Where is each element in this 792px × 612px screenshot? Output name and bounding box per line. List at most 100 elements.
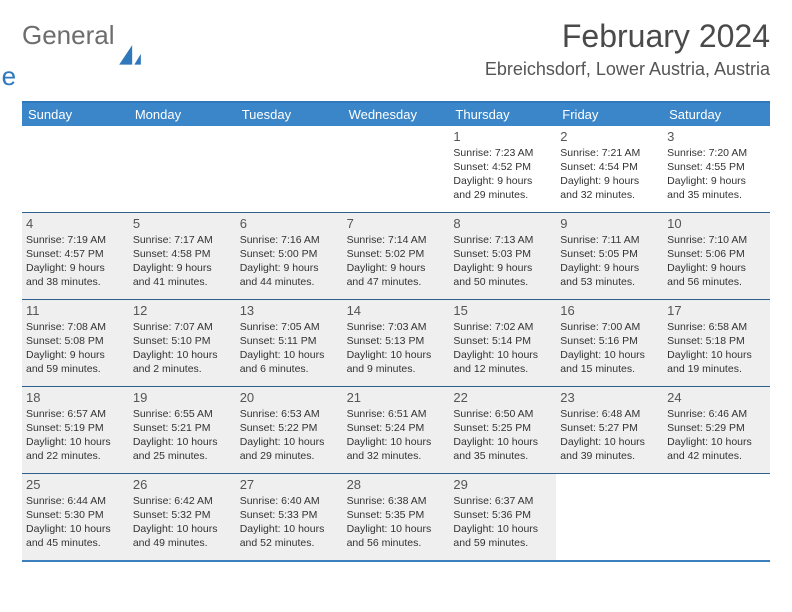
day-number: 10 — [667, 216, 766, 231]
location-text: Ebreichsdorf, Lower Austria, Austria — [485, 59, 770, 80]
day-cell: 27 Sunrise: 6:40 AMSunset: 5:33 PMDayligh… — [236, 474, 343, 560]
logo: General Blue — [22, 18, 143, 89]
day-cell: 18Sunrise: 6:57 AMSunset: 5:19 PMDayligh… — [22, 387, 129, 473]
day-number: 6 — [240, 216, 339, 231]
day-cell — [663, 474, 770, 560]
day-info: Sunrise: 6:42 AMSunset: 5:32 PMDaylight:… — [133, 494, 232, 551]
day-cell — [556, 474, 663, 560]
day-number: 26 — [133, 477, 232, 492]
weeks-container: 1 Sunrise: 7:23 AMSunset: 4:52 PMDaylight… — [22, 126, 770, 560]
day-cell — [22, 126, 129, 212]
day-info: Sunrise: 7:07 AMSunset: 5:10 PMDaylight:… — [133, 320, 232, 377]
day-number: 12 — [133, 303, 232, 318]
day-number: 9 — [560, 216, 659, 231]
day-info: Sunrise: 7:20 AMSunset: 4:55 PMDaylight:… — [667, 146, 766, 203]
day-cell: 10 Sunrise: 7:10 AMSunset: 5:06 PMDayligh… — [663, 213, 770, 299]
day-number: 1 — [453, 129, 552, 144]
day-cell: 20 Sunrise: 6:53 AMSunset: 5:22 PMDayligh… — [236, 387, 343, 473]
day-number: 15 — [453, 303, 552, 318]
weekday-header-cell: Thursday — [449, 103, 556, 126]
day-cell: 17Sunrise: 6:58 AMSunset: 5:18 PMDayligh… — [663, 300, 770, 386]
day-cell: 16 Sunrise: 7:00 AMSunset: 5:16 PMDayligh… — [556, 300, 663, 386]
weekday-header-row: SundayMondayTuesdayWednesdayThursdayFrid… — [22, 103, 770, 126]
day-number: 8 — [453, 216, 552, 231]
day-info: Sunrise: 6:37 AMSunset: 5:36 PMDaylight:… — [453, 494, 552, 551]
day-number: 5 — [133, 216, 232, 231]
logo-sail-icon — [117, 43, 143, 69]
day-cell: 29 Sunrise: 6:37 AMSunset: 5:36 PMDayligh… — [449, 474, 556, 560]
weekday-header-cell: Monday — [129, 103, 236, 126]
day-number: 21 — [347, 390, 446, 405]
day-info: Sunrise: 7:16 AMSunset: 5:00 PMDaylight:… — [240, 233, 339, 290]
day-info: Sunrise: 6:46 AMSunset: 5:29 PMDaylight:… — [667, 407, 766, 464]
day-number: 23 — [560, 390, 659, 405]
day-cell: 15 Sunrise: 7:02 AMSunset: 5:14 PMDayligh… — [449, 300, 556, 386]
logo-text-blue: Blue — [0, 65, 115, 88]
day-cell: 3 Sunrise: 7:20 AMSunset: 4:55 PMDaylight… — [663, 126, 770, 212]
day-number: 19 — [133, 390, 232, 405]
day-cell: 25Sunrise: 6:44 AMSunset: 5:30 PMDayligh… — [22, 474, 129, 560]
day-info: Sunrise: 7:00 AMSunset: 5:16 PMDaylight:… — [560, 320, 659, 377]
month-title: February 2024 — [485, 18, 770, 55]
day-info: Sunrise: 7:19 AMSunset: 4:57 PMDaylight:… — [26, 233, 125, 290]
day-cell: 26 Sunrise: 6:42 AMSunset: 5:32 PMDayligh… — [129, 474, 236, 560]
calendar-grid: SundayMondayTuesdayWednesdayThursdayFrid… — [22, 101, 770, 562]
day-number: 28 — [347, 477, 446, 492]
week-row: 18Sunrise: 6:57 AMSunset: 5:19 PMDayligh… — [22, 386, 770, 473]
weekday-header-cell: Saturday — [663, 103, 770, 126]
day-cell: 24Sunrise: 6:46 AMSunset: 5:29 PMDayligh… — [663, 387, 770, 473]
day-cell: 2 Sunrise: 7:21 AMSunset: 4:54 PMDaylight… — [556, 126, 663, 212]
day-cell: 28Sunrise: 6:38 AMSunset: 5:35 PMDayligh… — [343, 474, 450, 560]
day-cell: 21 Sunrise: 6:51 AMSunset: 5:24 PMDayligh… — [343, 387, 450, 473]
day-number: 3 — [667, 129, 766, 144]
week-row: 11 Sunrise: 7:08 AMSunset: 5:08 PMDayligh… — [22, 299, 770, 386]
day-info: Sunrise: 7:13 AMSunset: 5:03 PMDaylight:… — [453, 233, 552, 290]
day-info: Sunrise: 7:17 AMSunset: 4:58 PMDaylight:… — [133, 233, 232, 290]
day-info: Sunrise: 7:14 AMSunset: 5:02 PMDaylight:… — [347, 233, 446, 290]
day-info: Sunrise: 6:40 AMSunset: 5:33 PMDaylight:… — [240, 494, 339, 551]
day-number: 17 — [667, 303, 766, 318]
day-cell: 5 Sunrise: 7:17 AMSunset: 4:58 PMDaylight… — [129, 213, 236, 299]
day-number: 7 — [347, 216, 446, 231]
weekday-header-cell: Tuesday — [236, 103, 343, 126]
logo-text-general: General — [22, 24, 115, 47]
day-number: 29 — [453, 477, 552, 492]
day-cell: 6 Sunrise: 7:16 AMSunset: 5:00 PMDaylight… — [236, 213, 343, 299]
day-number: 22 — [453, 390, 552, 405]
day-number: 20 — [240, 390, 339, 405]
day-cell: 23 Sunrise: 6:48 AMSunset: 5:27 PMDayligh… — [556, 387, 663, 473]
day-info: Sunrise: 7:05 AMSunset: 5:11 PMDaylight:… — [240, 320, 339, 377]
day-info: Sunrise: 7:08 AMSunset: 5:08 PMDaylight:… — [26, 320, 125, 377]
weekday-header-cell: Wednesday — [343, 103, 450, 126]
day-info: Sunrise: 6:53 AMSunset: 5:22 PMDaylight:… — [240, 407, 339, 464]
day-number: 16 — [560, 303, 659, 318]
day-cell: 9 Sunrise: 7:11 AMSunset: 5:05 PMDaylight… — [556, 213, 663, 299]
day-info: Sunrise: 7:23 AMSunset: 4:52 PMDaylight:… — [453, 146, 552, 203]
day-number: 25 — [26, 477, 125, 492]
day-info: Sunrise: 6:48 AMSunset: 5:27 PMDaylight:… — [560, 407, 659, 464]
day-number: 27 — [240, 477, 339, 492]
day-info: Sunrise: 7:10 AMSunset: 5:06 PMDaylight:… — [667, 233, 766, 290]
day-cell: 14Sunrise: 7:03 AMSunset: 5:13 PMDayligh… — [343, 300, 450, 386]
day-cell: 7 Sunrise: 7:14 AMSunset: 5:02 PMDaylight… — [343, 213, 450, 299]
day-info: Sunrise: 7:21 AMSunset: 4:54 PMDaylight:… — [560, 146, 659, 203]
logo-text-stack: General Blue — [22, 24, 115, 89]
day-number: 13 — [240, 303, 339, 318]
day-number: 2 — [560, 129, 659, 144]
day-info: Sunrise: 7:02 AMSunset: 5:14 PMDaylight:… — [453, 320, 552, 377]
day-number: 11 — [26, 303, 125, 318]
day-cell — [129, 126, 236, 212]
day-info: Sunrise: 7:03 AMSunset: 5:13 PMDaylight:… — [347, 320, 446, 377]
day-info: Sunrise: 6:50 AMSunset: 5:25 PMDaylight:… — [453, 407, 552, 464]
day-cell: 1 Sunrise: 7:23 AMSunset: 4:52 PMDaylight… — [449, 126, 556, 212]
day-cell: 11 Sunrise: 7:08 AMSunset: 5:08 PMDayligh… — [22, 300, 129, 386]
day-info: Sunrise: 6:57 AMSunset: 5:19 PMDaylight:… — [26, 407, 125, 464]
header-row: General Blue February 2024 Ebreichsdorf,… — [22, 18, 770, 89]
weekday-header-cell: Friday — [556, 103, 663, 126]
day-cell: 12 Sunrise: 7:07 AMSunset: 5:10 PMDayligh… — [129, 300, 236, 386]
day-cell: 19Sunrise: 6:55 AMSunset: 5:21 PMDayligh… — [129, 387, 236, 473]
day-info: Sunrise: 6:51 AMSunset: 5:24 PMDaylight:… — [347, 407, 446, 464]
week-row: 1 Sunrise: 7:23 AMSunset: 4:52 PMDaylight… — [22, 126, 770, 212]
day-cell — [343, 126, 450, 212]
day-info: Sunrise: 7:11 AMSunset: 5:05 PMDaylight:… — [560, 233, 659, 290]
